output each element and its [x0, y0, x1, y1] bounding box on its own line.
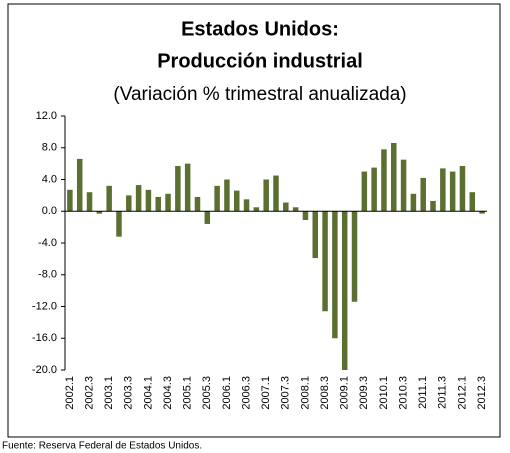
bar [292, 207, 299, 212]
x-tick-label: 2007.1 [260, 376, 272, 410]
bar [224, 179, 230, 212]
bar [351, 211, 358, 302]
bar [126, 195, 132, 212]
bar [371, 167, 377, 212]
bar [184, 163, 191, 212]
bar [449, 171, 456, 212]
x-tick-label: 2004.1 [142, 376, 154, 410]
bar [175, 166, 181, 212]
x-tick-label: 2010.1 [378, 376, 390, 410]
bar [341, 211, 348, 370]
bar [361, 171, 368, 212]
y-tick-label: 0.0 [42, 205, 57, 217]
bar [76, 158, 83, 212]
bar [469, 192, 476, 212]
bar [263, 179, 269, 212]
y-tick-label: 8.0 [42, 142, 57, 154]
bar [410, 193, 417, 212]
y-tick-label: -8.0 [38, 269, 57, 281]
bar [400, 159, 407, 212]
y-tick-label: -20.0 [32, 364, 57, 376]
bar [253, 207, 260, 212]
y-tick-label: -4.0 [38, 237, 57, 249]
bar [381, 149, 387, 212]
bar [479, 211, 485, 214]
chart-frame [7, 3, 501, 438]
bar [302, 211, 309, 220]
bar [96, 211, 103, 214]
x-tick-label: 2004.3 [162, 376, 174, 410]
y-tick-label: -12.0 [32, 300, 57, 312]
bar [430, 200, 436, 212]
chart-title: Estados Unidos: [181, 18, 339, 40]
x-tick-label: 2012.1 [456, 376, 468, 410]
bar [273, 175, 279, 212]
y-tick-label: 12.0 [36, 110, 57, 122]
bar [214, 185, 220, 212]
bar [135, 185, 142, 212]
chart-title: Producción industrial [157, 50, 363, 72]
bar [194, 196, 201, 212]
x-tick-label: 2011.3 [437, 376, 449, 409]
bar [165, 193, 171, 212]
footnote: Fuente: Reserva Federal de Estados Unido… [2, 441, 202, 452]
x-tick-label: 2009.3 [358, 376, 370, 410]
x-tick-label: 2005.3 [201, 376, 213, 410]
y-tick-label: -16.0 [32, 332, 57, 344]
bar [67, 189, 73, 212]
bar [420, 177, 426, 212]
bar [440, 168, 446, 212]
x-tick-label: 2008.1 [299, 376, 311, 410]
x-tick-label: 2010.3 [397, 376, 409, 410]
x-tick-label: 2002.1 [64, 376, 76, 410]
bar [204, 211, 211, 224]
chart-subtitle: (Variación % trimestral anualizada) [113, 84, 406, 105]
bar [332, 211, 338, 339]
x-tick-label: 2011.1 [417, 376, 429, 409]
bar [145, 189, 152, 212]
bar [243, 199, 250, 212]
x-tick-label: 2005.1 [182, 376, 194, 410]
x-tick-label: 2007.3 [280, 376, 292, 410]
bar [322, 211, 328, 312]
x-tick-label: 2009.1 [339, 376, 351, 410]
bar [283, 202, 289, 212]
x-tick-label: 2003.1 [103, 376, 115, 410]
bar [116, 211, 122, 237]
bar [155, 196, 161, 212]
bar [233, 190, 240, 212]
bar [312, 211, 319, 259]
x-tick-label: 2006.1 [221, 376, 233, 410]
bar [459, 166, 466, 212]
y-tick-label: 4.0 [42, 173, 57, 185]
x-tick-label: 2006.3 [240, 376, 252, 410]
bar [106, 185, 112, 212]
x-tick-label: 2002.3 [83, 376, 95, 410]
x-tick-label: 2012.3 [476, 376, 488, 410]
bar [86, 192, 93, 212]
x-tick-label: 2003.3 [123, 376, 135, 410]
x-tick-label: 2008.3 [319, 376, 331, 410]
bar [391, 142, 397, 212]
